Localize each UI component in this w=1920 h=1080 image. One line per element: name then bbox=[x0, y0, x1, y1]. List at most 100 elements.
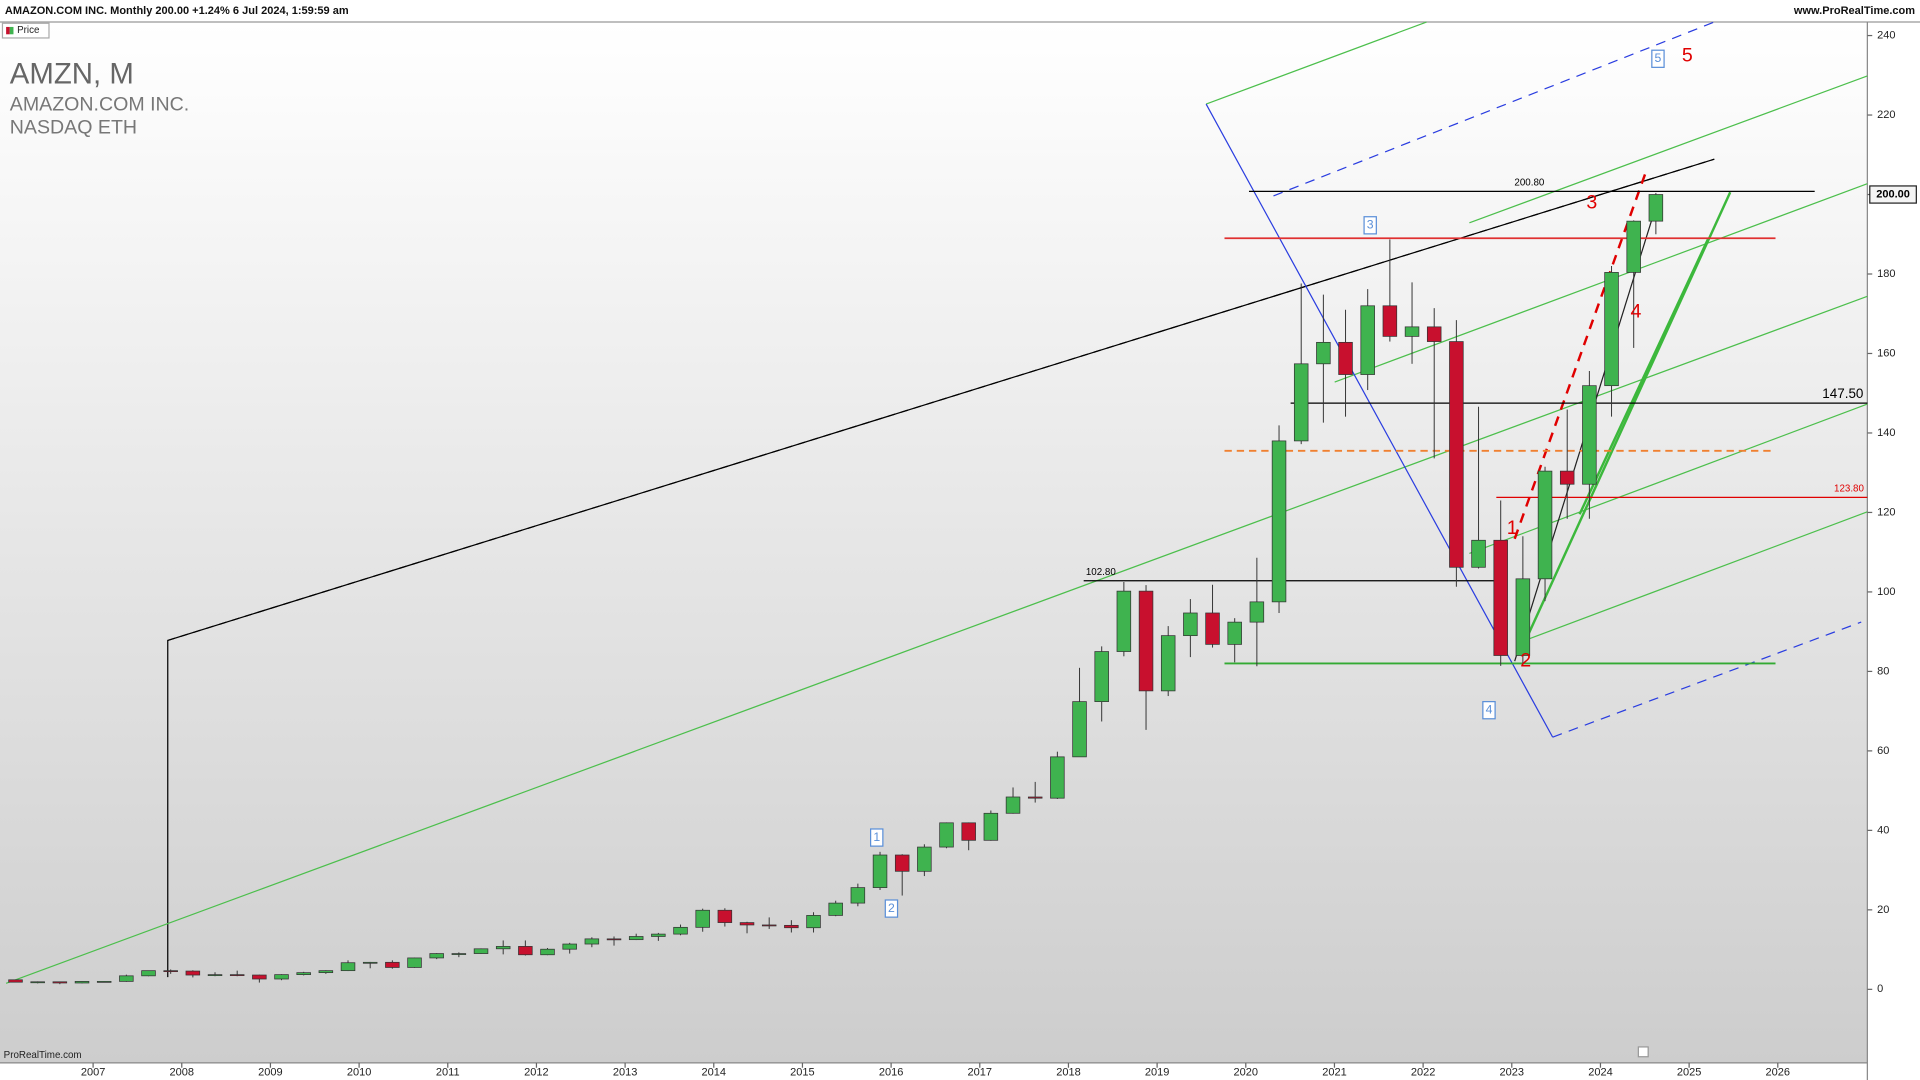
level-label: 123.80 bbox=[1834, 483, 1864, 494]
header-bar bbox=[0, 0, 1920, 23]
y-tick-label: 120 bbox=[1877, 506, 1895, 518]
x-tick-label: 2010 bbox=[347, 1067, 372, 1079]
candle-body bbox=[784, 924, 799, 929]
wave-box bbox=[1363, 216, 1377, 235]
candle-body bbox=[362, 961, 378, 964]
candle-body bbox=[739, 922, 755, 926]
candle-body bbox=[1293, 363, 1309, 442]
candle-body bbox=[52, 981, 68, 984]
x-tick-label: 2013 bbox=[613, 1067, 638, 1079]
candle-body bbox=[274, 974, 289, 980]
candle-body bbox=[584, 938, 600, 945]
header-title: AMAZON.COM INC. Monthly 200.00 +1.24% 6 … bbox=[5, 5, 349, 17]
candle-body bbox=[185, 970, 201, 976]
price-tag-box bbox=[1869, 185, 1917, 204]
candle-body bbox=[495, 946, 511, 950]
candle-body bbox=[1493, 539, 1508, 656]
x-tick-label: 2025 bbox=[1677, 1067, 1702, 1079]
header-site: www.ProRealTime.com bbox=[1793, 5, 1915, 17]
wave-box bbox=[1482, 701, 1496, 720]
wave-box-label: 2 bbox=[888, 901, 895, 915]
level-label: 102.80 bbox=[1086, 567, 1116, 578]
y-tick-label: 240 bbox=[1877, 29, 1895, 41]
x-tick-label: 2018 bbox=[1056, 1067, 1081, 1079]
channel-line bbox=[5, 295, 1868, 984]
candle-body bbox=[385, 961, 400, 968]
candle-body bbox=[894, 854, 910, 872]
dashed-trendline bbox=[167, 158, 1715, 641]
candle-body bbox=[562, 943, 577, 950]
y-tick-label: 0 bbox=[1877, 983, 1883, 995]
red-dashed-trendline bbox=[1513, 168, 1649, 540]
candle-body bbox=[1426, 326, 1442, 342]
x-tick-label: 2012 bbox=[524, 1067, 549, 1079]
candle-body bbox=[828, 902, 843, 916]
candle-body bbox=[141, 970, 156, 977]
legend-box bbox=[1, 22, 50, 39]
drawings bbox=[5, 21, 1868, 984]
x-tick-label: 2019 bbox=[1145, 1067, 1170, 1079]
channel-line bbox=[1518, 511, 1868, 644]
y-tick-label: 40 bbox=[1877, 824, 1889, 836]
candle-body bbox=[1471, 539, 1486, 568]
channel-line bbox=[1469, 403, 1868, 555]
candle-body bbox=[96, 981, 112, 983]
wave-box bbox=[870, 828, 884, 847]
candle-body bbox=[1559, 470, 1575, 485]
candle-body bbox=[540, 948, 555, 956]
info-icon[interactable] bbox=[1637, 1046, 1649, 1058]
level-label: 200.80 bbox=[1514, 177, 1544, 188]
x-tick-label: 2026 bbox=[1766, 1067, 1791, 1079]
wave-box-label: 5 bbox=[1655, 51, 1662, 65]
blue-dashed-line bbox=[1273, 21, 1715, 197]
channel-line bbox=[1334, 183, 1868, 383]
candle-body bbox=[1604, 272, 1619, 387]
candle-body bbox=[1582, 385, 1597, 485]
company-name: AMAZON.COM INC. bbox=[10, 93, 189, 115]
candle-body bbox=[229, 974, 245, 976]
candle-body bbox=[163, 970, 178, 973]
candle-body bbox=[872, 854, 888, 888]
candle-body bbox=[1205, 612, 1220, 645]
candle-body bbox=[1249, 601, 1265, 623]
candle-body bbox=[1316, 341, 1331, 365]
wave-label: 1 bbox=[1507, 517, 1518, 539]
candle-body bbox=[651, 933, 666, 937]
candle-body bbox=[429, 953, 444, 959]
candle-body bbox=[1449, 341, 1464, 568]
candle-body bbox=[407, 957, 422, 968]
x-tick-label: 2016 bbox=[879, 1067, 904, 1079]
candle-body bbox=[1116, 590, 1132, 652]
candle-body bbox=[695, 909, 710, 928]
x-tick-label: 2009 bbox=[258, 1067, 283, 1079]
x-tick-label: 2017 bbox=[968, 1067, 993, 1079]
symbol-title: AMZN, M bbox=[10, 58, 134, 91]
channel-line bbox=[1205, 21, 1427, 105]
y-tick-label: 80 bbox=[1877, 665, 1889, 677]
wave-label: 2 bbox=[1520, 649, 1531, 671]
candle-body bbox=[1338, 341, 1353, 375]
wave-box bbox=[884, 899, 899, 918]
candle-body bbox=[961, 822, 976, 841]
channel-line bbox=[1469, 75, 1868, 224]
candle-body bbox=[30, 981, 45, 984]
price-tag-label: 200.00 bbox=[1876, 188, 1910, 200]
candle-body bbox=[318, 970, 334, 974]
legend-label: Price bbox=[17, 25, 39, 36]
candle-body bbox=[119, 975, 134, 982]
wave-box-label: 1 bbox=[873, 830, 880, 844]
y-tick-label: 180 bbox=[1877, 268, 1895, 280]
y-tick-label: 60 bbox=[1877, 745, 1889, 757]
candle-body bbox=[1648, 194, 1664, 222]
y-tick-label: 20 bbox=[1877, 904, 1889, 916]
candle-body bbox=[74, 981, 90, 984]
candle-body bbox=[717, 909, 733, 923]
candle-body bbox=[8, 979, 23, 983]
wave-box bbox=[1651, 49, 1665, 68]
x-tick-label: 2021 bbox=[1322, 1067, 1347, 1079]
y-tick-label: 220 bbox=[1877, 109, 1895, 121]
wave-label: 4 bbox=[1630, 300, 1641, 322]
candle-body bbox=[1515, 578, 1531, 656]
candle-body bbox=[917, 846, 932, 872]
